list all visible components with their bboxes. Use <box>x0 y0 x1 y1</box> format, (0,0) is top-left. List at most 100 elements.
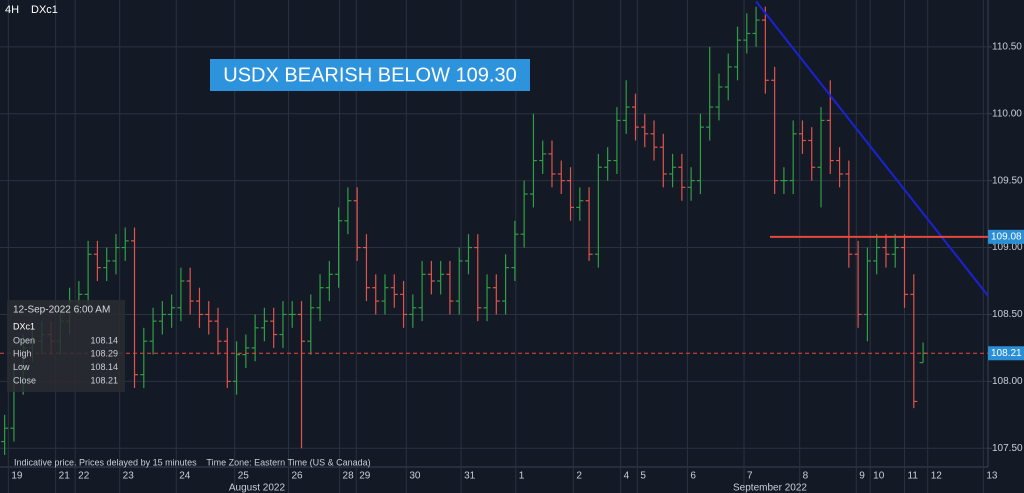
ohlc-bar <box>567 167 575 221</box>
ohlc-bar <box>539 140 547 174</box>
tooltip-label: Low <box>13 362 30 372</box>
ohlc-bar <box>817 107 825 208</box>
ohlc-bar <box>381 274 389 315</box>
ohlc-bar <box>743 13 751 54</box>
ohlc-bar <box>761 6 769 94</box>
y-tick-label: 109.00 <box>992 242 1023 253</box>
x-tick-label: 13 <box>986 471 998 482</box>
ohlc-bar <box>214 307 222 355</box>
x-tick-label: 22 <box>78 471 90 482</box>
ohlc-bar <box>140 327 148 389</box>
ohlc-bar <box>233 341 241 395</box>
ohlc-bar <box>854 240 862 328</box>
price-level-label: 109.08 <box>991 231 1022 242</box>
ohlc-bar <box>307 294 315 355</box>
ohlc-bar <box>260 307 268 342</box>
interval: 4H <box>5 4 19 16</box>
ohlc-bar <box>121 227 129 261</box>
ohlc-bar <box>604 147 612 181</box>
ohlc-bar <box>168 294 176 328</box>
ohlc-bar <box>808 127 816 181</box>
ohlc-bar <box>409 294 417 328</box>
x-tick-label: 21 <box>59 471 71 482</box>
x-tick-label: 6 <box>690 471 696 482</box>
ohlc-bar <box>771 66 779 195</box>
ohlc-bar <box>836 147 844 188</box>
ohlc-bar <box>706 46 714 141</box>
ohlc-bar <box>483 274 491 322</box>
footer-note: Indicative price. Prices delayed by 15 m… <box>14 457 371 467</box>
price-level-box <box>988 229 1024 244</box>
y-tick-label: 108.50 <box>992 309 1023 320</box>
tooltip-time: 12-Sep-2022 6:00 AM <box>13 305 110 316</box>
ohlc-bar <box>344 187 352 235</box>
ohlc-bar <box>585 187 593 261</box>
ohlc-bar <box>631 93 639 141</box>
trend-line <box>755 0 989 297</box>
ohlc-bar <box>576 187 584 221</box>
x-tick-label: 30 <box>409 471 421 482</box>
ohlc-bar <box>891 234 899 268</box>
ohlc-bar <box>1 414 9 455</box>
ohlc-bar <box>93 240 101 282</box>
x-tick-label: 7 <box>747 471 753 482</box>
ohlc-bar <box>84 240 92 308</box>
title-box <box>210 59 530 91</box>
ohlc-bar <box>882 234 890 268</box>
x-tick-label: 9 <box>859 471 865 482</box>
ohlc-bar <box>418 260 426 322</box>
ohlc-bar <box>659 133 667 188</box>
tooltip-value: 108.21 <box>90 375 118 385</box>
ohlc-bar <box>400 281 408 328</box>
ohlc-bar <box>242 334 250 368</box>
tooltip-label: Close <box>13 375 36 385</box>
x-tick-label: 29 <box>359 471 371 482</box>
tooltip-label: High <box>13 349 32 359</box>
ohlc-bar <box>446 260 454 315</box>
ohlc-bar <box>511 220 519 282</box>
x-tick-label: 31 <box>464 471 476 482</box>
ohlc-bar <box>752 6 760 47</box>
ohlc-bar <box>734 26 742 81</box>
ohlc-bar <box>557 160 565 195</box>
ohlc-bar <box>288 301 296 328</box>
ohlc-bar <box>492 274 500 315</box>
ohlc-bar <box>594 153 602 268</box>
ohlc-bar <box>724 53 732 101</box>
ohlc-bar <box>669 153 677 188</box>
x-tick-label: 28 <box>343 471 355 482</box>
ohlc-bar <box>149 307 157 355</box>
ohlc-bar <box>177 267 185 322</box>
x-tick-label: 25 <box>238 471 250 482</box>
x-tick-label: 26 <box>292 471 304 482</box>
tooltip-symbol: DXc1 <box>13 321 35 331</box>
ohlc-bar <box>715 73 723 121</box>
ohlc-bar <box>780 167 788 195</box>
month-label: September 2022 <box>733 483 807 493</box>
ohlc-bar <box>316 274 324 322</box>
tooltip-value: 108.14 <box>90 335 118 345</box>
ohlc-bar <box>873 234 881 275</box>
ohlc-bar <box>520 180 528 248</box>
ohlc-bar <box>158 301 166 335</box>
x-tick-label: 5 <box>640 471 646 482</box>
tooltip-label: Open <box>13 335 35 345</box>
y-tick-label: 110.00 <box>992 108 1022 119</box>
y-tick-label: 110.50 <box>992 41 1022 52</box>
ohlc-bar <box>205 301 213 335</box>
x-tick-label: 12 <box>931 471 943 482</box>
ohlc-bar <box>131 227 139 389</box>
ohlc-bar <box>353 187 361 261</box>
ohlc-bar <box>696 113 704 195</box>
x-tick-label: 11 <box>908 471 919 482</box>
ohlc-bar <box>613 107 621 174</box>
ohlc-bar <box>687 167 695 201</box>
ohlc-bar <box>622 80 630 134</box>
tooltip-value: 108.14 <box>90 362 118 372</box>
ohlc-bar <box>845 160 853 268</box>
y-tick-label: 107.50 <box>992 443 1023 454</box>
ohlc-bar <box>103 247 111 282</box>
ohlc-bar <box>641 113 649 148</box>
